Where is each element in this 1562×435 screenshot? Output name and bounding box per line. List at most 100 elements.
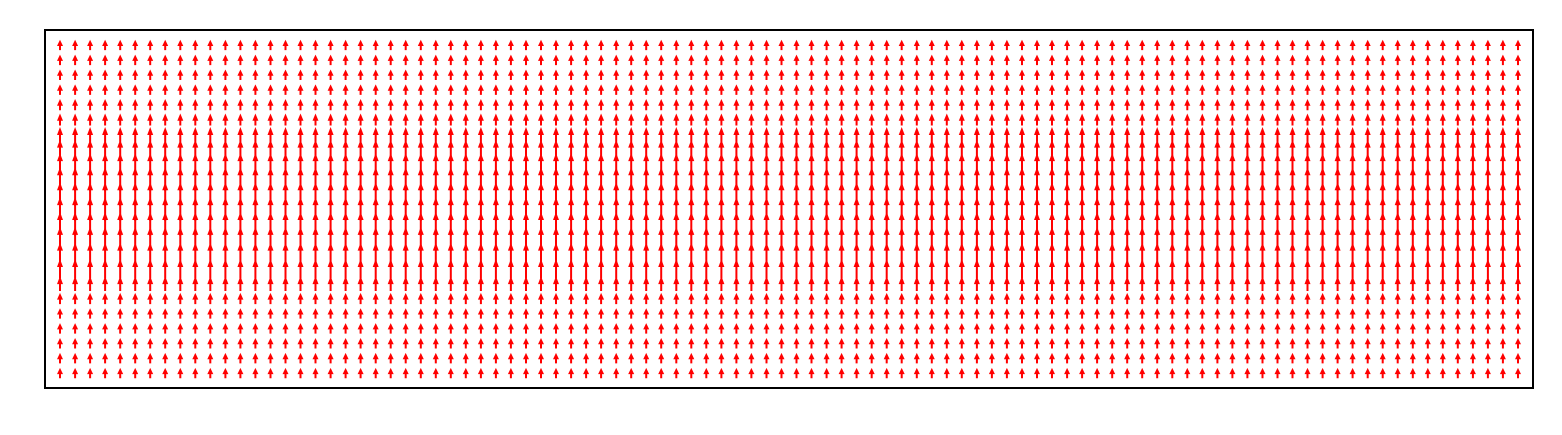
- arrow: [943, 226, 950, 251]
- arrow: [1334, 226, 1341, 251]
- arrow: [432, 113, 439, 126]
- arrow: [793, 259, 800, 279]
- arrow: [387, 113, 394, 126]
- arrow: [447, 167, 454, 192]
- arrow: [432, 259, 439, 279]
- arrow: [1499, 259, 1506, 279]
- arrow: [87, 259, 94, 279]
- arrow: [1034, 84, 1040, 95]
- arrow: [733, 323, 740, 334]
- arrow: [72, 292, 79, 305]
- arrow: [688, 182, 695, 206]
- arrow: [327, 99, 334, 111]
- arrow: [192, 212, 199, 236]
- arrow: [538, 99, 544, 111]
- arrow: [402, 113, 409, 126]
- arrow: [1019, 113, 1025, 126]
- arrow: [477, 139, 484, 159]
- arrow: [357, 338, 364, 349]
- arrow: [1304, 113, 1311, 126]
- arrow: [177, 113, 184, 126]
- arrow: [1034, 338, 1040, 349]
- arrow: [1169, 153, 1176, 176]
- arrow: [703, 276, 710, 291]
- arrow: [628, 113, 635, 126]
- arrow: [57, 292, 63, 305]
- arrow: [117, 197, 124, 221]
- arrow: [357, 139, 364, 159]
- arrow: [688, 127, 695, 142]
- arrow: [733, 308, 740, 319]
- arrow: [523, 292, 529, 305]
- arrow: [1349, 242, 1356, 265]
- arrow: [1424, 308, 1431, 319]
- arrow: [1484, 84, 1491, 95]
- arrow: [628, 242, 635, 265]
- arrow: [1169, 139, 1176, 159]
- arrow: [703, 54, 710, 66]
- arrow: [763, 308, 770, 319]
- arrow: [1244, 308, 1251, 319]
- arrow: [312, 139, 319, 159]
- arrow: [222, 113, 229, 126]
- arrow: [1079, 367, 1086, 379]
- arrow: [507, 84, 514, 95]
- arrow: [703, 338, 710, 349]
- arrow: [1424, 338, 1431, 349]
- arrow: [1229, 54, 1236, 66]
- arrow: [1499, 338, 1506, 349]
- arrow: [312, 39, 319, 51]
- arrow: [1184, 338, 1191, 349]
- arrow: [553, 167, 559, 192]
- arrow: [703, 308, 710, 319]
- arrow: [1139, 99, 1146, 111]
- arrow: [988, 226, 995, 251]
- arrow: [1454, 367, 1461, 379]
- arrow: [613, 226, 620, 251]
- arrow: [282, 197, 289, 221]
- arrow: [327, 259, 334, 279]
- arrow: [252, 113, 259, 126]
- arrow: [147, 226, 154, 251]
- arrow: [658, 39, 665, 51]
- arrow: [432, 308, 439, 319]
- arrow: [462, 153, 469, 176]
- arrow: [808, 127, 815, 142]
- arrow: [1469, 197, 1476, 221]
- arrow: [613, 276, 620, 291]
- arrow: [1274, 308, 1281, 319]
- arrow: [823, 99, 830, 111]
- arrow: [643, 99, 650, 111]
- arrow: [1109, 54, 1116, 66]
- arrow: [162, 242, 169, 265]
- arrow: [57, 167, 63, 192]
- arrow: [1154, 259, 1161, 279]
- arrow: [868, 39, 875, 51]
- arrow: [1184, 139, 1191, 159]
- arrow: [252, 182, 259, 206]
- arrow: [1424, 197, 1431, 221]
- arrow: [1109, 276, 1116, 291]
- arrow: [1379, 153, 1386, 176]
- arrow: [958, 153, 965, 176]
- arrow: [1003, 338, 1010, 349]
- arrow: [838, 99, 845, 111]
- arrow: [643, 167, 650, 192]
- arrow: [1484, 69, 1491, 80]
- arrow: [1079, 338, 1086, 349]
- arrow: [72, 212, 79, 236]
- arrow: [1454, 113, 1461, 126]
- arrow: [1019, 323, 1025, 334]
- arrow: [1034, 323, 1040, 334]
- arrow: [117, 338, 124, 349]
- arrow: [1289, 167, 1296, 192]
- arrow: [568, 352, 575, 364]
- arrow: [1109, 197, 1116, 221]
- arrow: [1349, 84, 1356, 95]
- arrow: [1214, 84, 1221, 95]
- arrow: [598, 352, 605, 364]
- arrow: [1304, 84, 1311, 95]
- arrow: [628, 212, 635, 236]
- arrow: [432, 54, 439, 66]
- arrow: [868, 259, 875, 279]
